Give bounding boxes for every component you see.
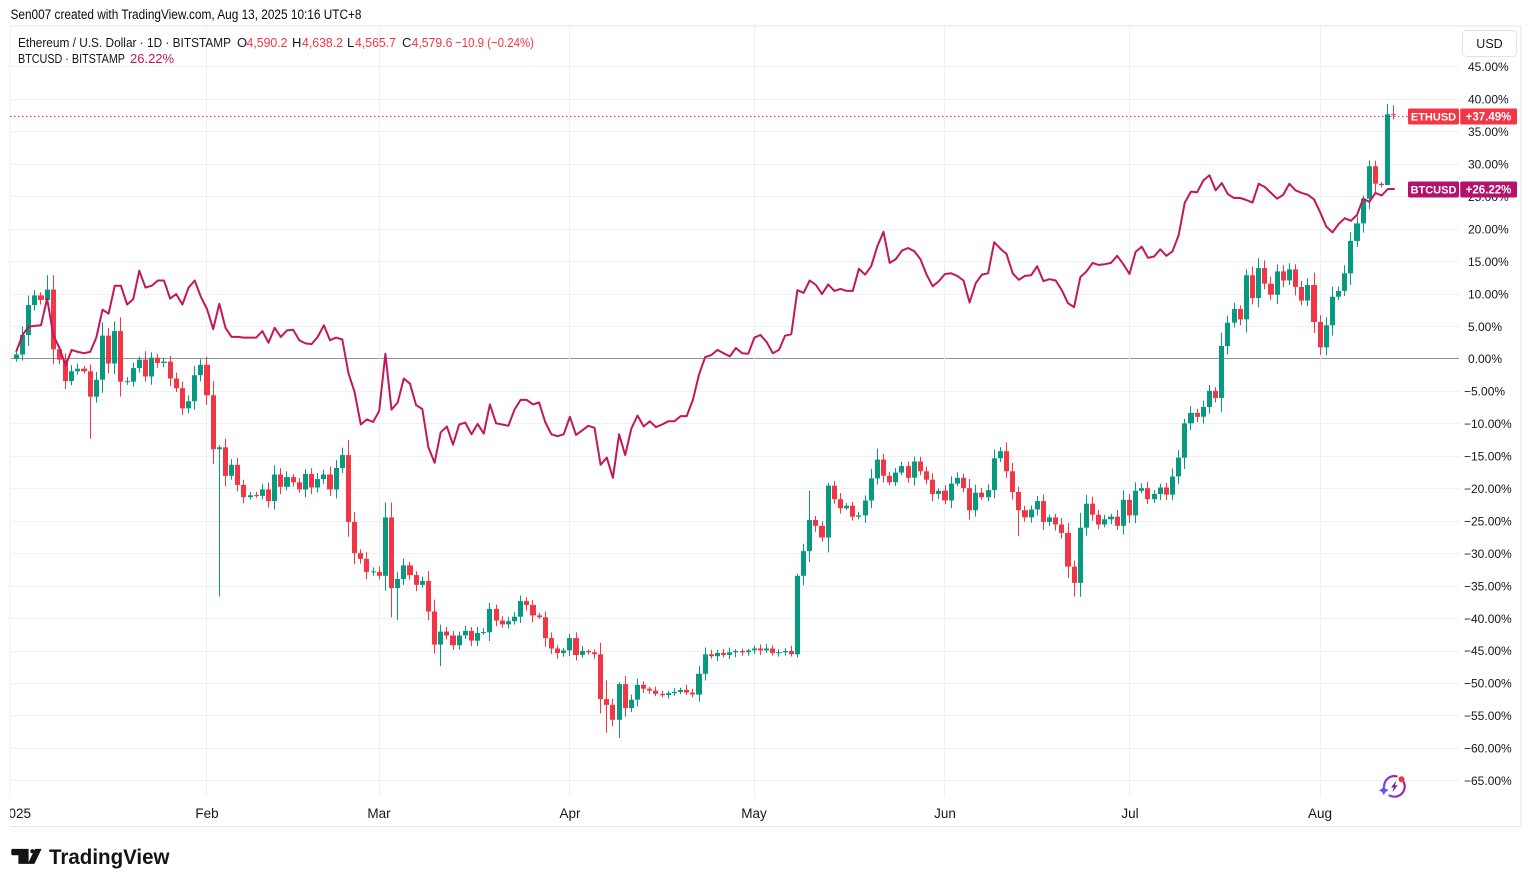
svg-text:+26.22%: +26.22% [1466,185,1512,197]
svg-text:−15.00%: −15.00% [1464,450,1512,464]
svg-text:−10.00%: −10.00% [1464,417,1512,431]
svg-text:TradingView: TradingView [49,846,170,869]
svg-text:35.00%: 35.00% [1468,125,1509,139]
svg-text:−55.00%: −55.00% [1464,709,1512,723]
svg-text:Aug: Aug [1308,806,1332,821]
svg-text:−35.00%: −35.00% [1464,579,1512,593]
svg-text:Jul: Jul [1121,806,1138,821]
svg-text:−5.00%: −5.00% [1464,385,1505,399]
svg-text:May: May [741,806,767,821]
svg-text:−20.00%: −20.00% [1464,482,1512,496]
svg-text:−65.00%: −65.00% [1464,774,1512,788]
svg-text:Ethereum / U.S. Dollar · 1D ·: Ethereum / U.S. Dollar · 1D · BITSTAMP O4… [18,35,534,50]
svg-text:−50.00%: −50.00% [1464,677,1512,691]
svg-text:−45.00%: −45.00% [1464,644,1512,658]
svg-text:Mar: Mar [367,806,391,821]
svg-text:Jun: Jun [934,806,956,821]
svg-text:0.00%: 0.00% [1468,352,1502,366]
svg-text:+37.49%: +37.49% [1466,112,1512,124]
svg-text:−40.00%: −40.00% [1464,612,1512,626]
svg-text:Sen007 created with TradingVie: Sen007 created with TradingView.com, Aug… [11,7,362,22]
svg-text:15.00%: 15.00% [1468,255,1509,269]
svg-text:Apr: Apr [559,806,581,821]
svg-text:20.00%: 20.00% [1468,222,1509,236]
svg-text:10.00%: 10.00% [1468,287,1509,301]
svg-text:45.00%: 45.00% [1468,60,1509,74]
svg-text:−30.00%: −30.00% [1464,547,1512,561]
svg-text:−60.00%: −60.00% [1464,742,1512,756]
svg-text:BTCUSD: BTCUSD [1411,185,1457,197]
svg-text:30.00%: 30.00% [1468,158,1509,172]
svg-text:USD: USD [1476,37,1502,51]
svg-text:Feb: Feb [195,806,218,821]
svg-text:ETHUSD: ETHUSD [1411,112,1456,124]
svg-text:40.00%: 40.00% [1468,93,1509,107]
svg-text:5.00%: 5.00% [1468,320,1502,334]
svg-text:−25.00%: −25.00% [1464,515,1512,529]
